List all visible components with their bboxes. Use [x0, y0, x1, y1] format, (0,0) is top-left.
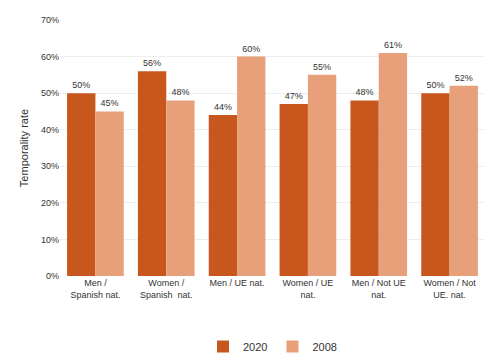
svg-text:44%: 44% [214, 102, 232, 112]
svg-text:56%: 56% [143, 58, 161, 68]
svg-text:0%: 0% [46, 271, 59, 281]
svg-text:Men / UE nat.: Men / UE nat. [210, 278, 265, 288]
svg-text:Women /Spanish nat.: Women /Spanish nat. [140, 278, 193, 300]
svg-text:45%: 45% [101, 98, 119, 108]
svg-text:50%: 50% [426, 80, 444, 90]
svg-text:60%: 60% [242, 44, 260, 54]
svg-text:2008: 2008 [312, 341, 336, 353]
svg-text:Men / Not UEnat.: Men / Not UEnat. [352, 278, 406, 300]
svg-text:52%: 52% [455, 73, 473, 83]
svg-text:48%: 48% [171, 87, 189, 97]
svg-text:2020: 2020 [243, 341, 267, 353]
svg-text:47%: 47% [285, 91, 303, 101]
svg-text:Temporality rate: Temporality rate [18, 109, 30, 187]
svg-text:61%: 61% [384, 40, 402, 50]
svg-text:40%: 40% [41, 125, 59, 135]
svg-text:20%: 20% [41, 198, 59, 208]
svg-text:55%: 55% [313, 62, 331, 72]
svg-text:30%: 30% [41, 161, 59, 171]
svg-text:Women / UEnat.: Women / UEnat. [282, 278, 333, 300]
svg-text:60%: 60% [41, 52, 59, 62]
svg-text:Women / NotUE. nat.: Women / NotUE. nat. [423, 278, 476, 300]
svg-text:50%: 50% [72, 80, 90, 90]
svg-text:70%: 70% [41, 15, 59, 25]
svg-text:48%: 48% [356, 87, 374, 97]
svg-text:50%: 50% [41, 88, 59, 98]
svg-text:Men /Spanish nat.: Men /Spanish nat. [70, 278, 120, 300]
svg-text:10%: 10% [41, 235, 59, 245]
